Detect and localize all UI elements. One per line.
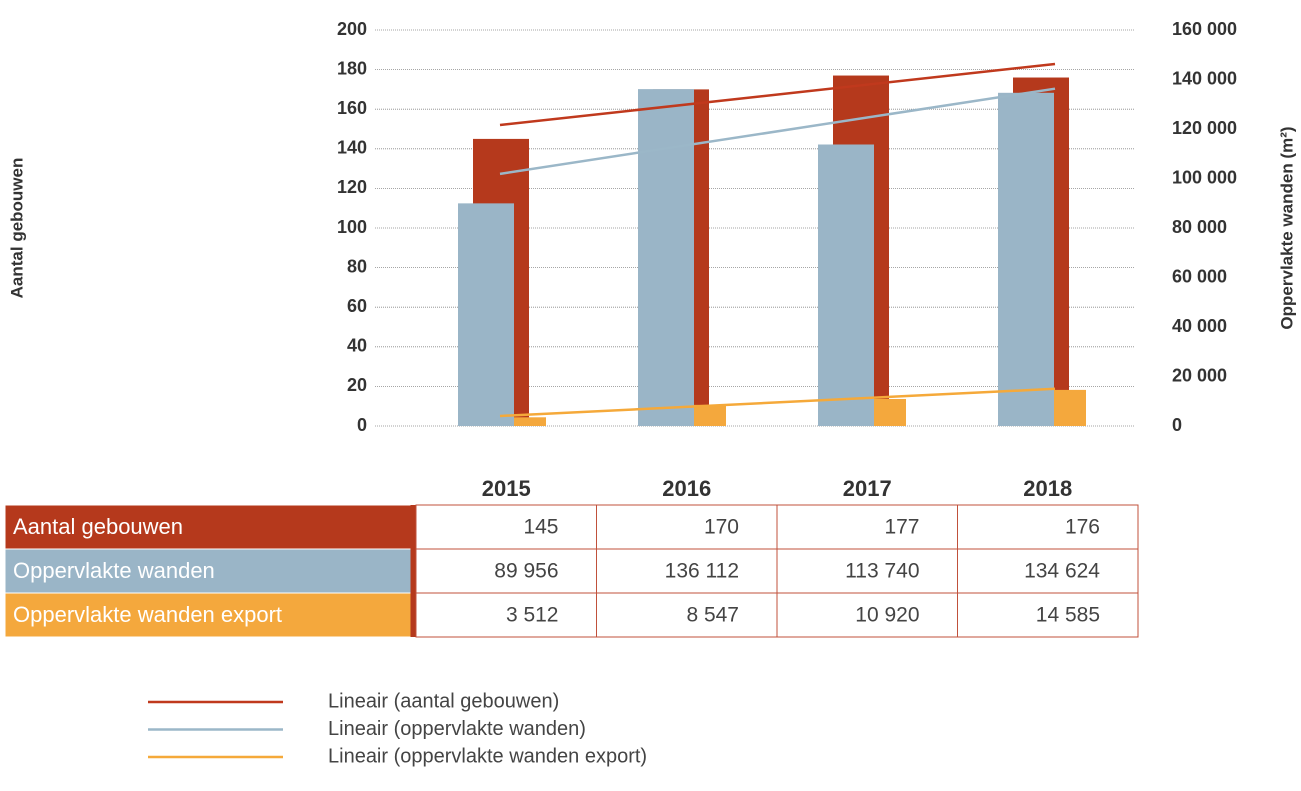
y2-tick-label: 0	[1172, 415, 1182, 435]
table-value: 14 585	[1036, 604, 1100, 627]
row-header	[4, 504, 417, 550]
table-cell	[415, 504, 597, 550]
y2-axis-label: Oppervlakte wanden (m²)	[1277, 126, 1296, 329]
table-cell	[957, 504, 1139, 550]
y2-tick-label: 20 000	[1172, 365, 1227, 385]
table-value: 10 920	[855, 604, 919, 627]
x-tick-label: 2018	[1023, 476, 1072, 501]
row-label: Oppervlakte wanden export	[13, 602, 282, 627]
y-tick-label: 20	[347, 375, 367, 395]
x-tick-label: 2016	[662, 476, 711, 501]
y-axis-label: Aantal gebouwen	[7, 158, 26, 299]
bar	[458, 203, 514, 426]
x-tick-label: 2017	[843, 476, 892, 501]
table-value: 177	[884, 516, 919, 539]
y-tick-label: 180	[337, 58, 367, 78]
trend-line	[499, 62, 1056, 127]
table-cell	[596, 504, 778, 550]
legend-label: Lineair (oppervlakte wanden)	[328, 718, 586, 740]
y-tick-label: 80	[347, 256, 367, 276]
y-tick-label: 40	[347, 336, 367, 356]
table-value: 3 512	[506, 604, 559, 627]
y-tick-label: 100	[337, 217, 367, 237]
table-value: 134 624	[1024, 560, 1100, 583]
table-value: 145	[523, 516, 558, 539]
table-value: 176	[1065, 516, 1100, 539]
row-label: Oppervlakte wanden	[13, 558, 215, 583]
row-header	[4, 548, 417, 594]
y-tick-label: 120	[337, 177, 367, 197]
y-tick-label: 140	[337, 138, 367, 158]
trend-line	[499, 87, 1056, 176]
y-tick-label: 0	[357, 415, 367, 435]
y2-tick-label: 120 000	[1172, 118, 1237, 138]
table-cell	[957, 592, 1139, 638]
y2-tick-label: 80 000	[1172, 217, 1227, 237]
bar	[1054, 389, 1086, 426]
table-value: 89 956	[494, 560, 558, 583]
table-value: 113 740	[845, 560, 919, 583]
y2-tick-label: 40 000	[1172, 316, 1227, 336]
legend-label: Lineair (oppervlakte wanden export)	[328, 745, 647, 767]
y-tick-label: 160	[337, 98, 367, 118]
table-value: 8 547	[686, 604, 739, 627]
bar	[514, 417, 546, 426]
bar	[998, 92, 1054, 426]
y2-tick-label: 160 000	[1172, 19, 1237, 39]
y2-tick-label: 60 000	[1172, 266, 1227, 286]
row-header	[4, 592, 417, 638]
y-tick-label: 200	[337, 19, 367, 39]
row-label: Aantal gebouwen	[13, 514, 183, 539]
table-value: 170	[704, 516, 739, 539]
table-cell	[776, 504, 958, 550]
y2-tick-label: 100 000	[1172, 167, 1237, 187]
legend-label: Lineair (aantal gebouwen)	[328, 690, 559, 712]
bar	[818, 144, 874, 426]
bar	[874, 398, 906, 426]
trend-line	[499, 387, 1056, 418]
table-value: 136 112	[665, 560, 739, 583]
x-tick-label: 2015	[482, 476, 531, 501]
y2-tick-label: 140 000	[1172, 68, 1237, 88]
bar	[638, 89, 694, 426]
bar	[694, 404, 726, 426]
y-tick-label: 60	[347, 296, 367, 316]
